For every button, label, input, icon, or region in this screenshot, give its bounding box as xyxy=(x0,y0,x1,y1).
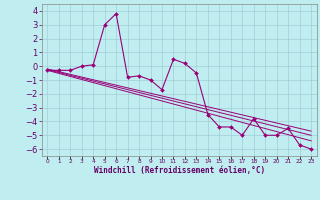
X-axis label: Windchill (Refroidissement éolien,°C): Windchill (Refroidissement éolien,°C) xyxy=(94,166,265,175)
